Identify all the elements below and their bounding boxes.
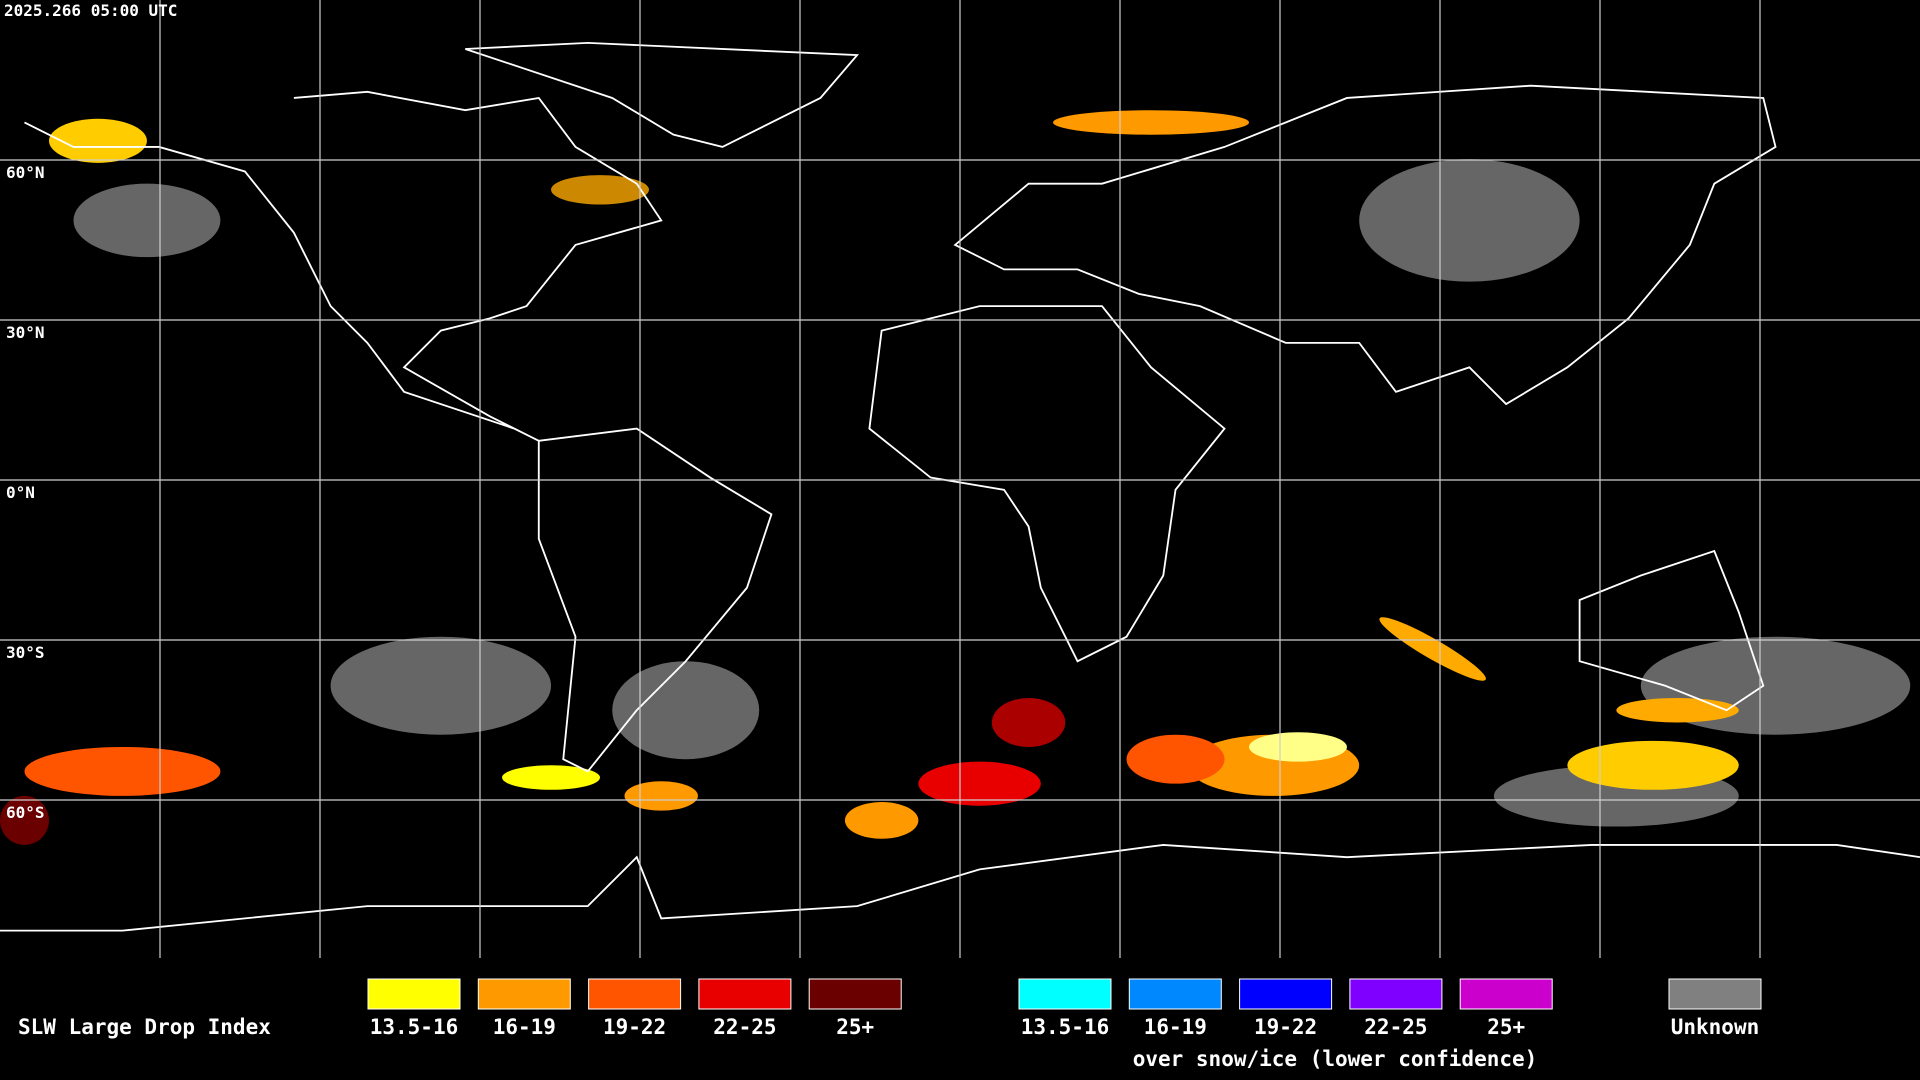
snow-ice-item-label: 25+ [1487, 1015, 1525, 1039]
legend-item-swatch [367, 978, 461, 1010]
snow-ice-item-swatch [1018, 978, 1112, 1010]
legend-panel [0, 958, 1920, 1080]
legend-item-swatch [698, 978, 792, 1010]
snow-ice-item-label: 13.5-16 [1021, 1015, 1110, 1039]
snow-ice-item-label: 16-19 [1144, 1015, 1207, 1039]
legend-item-label: 16-19 [493, 1015, 556, 1039]
imagery [0, 41, 1920, 932]
legend-item-label: 19-22 [603, 1015, 666, 1039]
timestamp: 2025.266 05:00 UTC [4, 1, 177, 20]
legend-item-swatch [588, 978, 682, 1010]
snow-ice-item-swatch [1349, 978, 1443, 1010]
latitude-label: 60°N [6, 163, 45, 182]
snow-ice-item-label: 19-22 [1254, 1015, 1317, 1039]
legend-item-label: 22-25 [713, 1015, 776, 1039]
latitude-label: 60°S [6, 803, 45, 822]
snow-ice-item-swatch [1128, 978, 1222, 1010]
legend-item-label: 13.5-16 [370, 1015, 459, 1039]
legend-item-swatch [477, 978, 571, 1010]
snow-ice-item-label: 22-25 [1364, 1015, 1427, 1039]
unknown-item-label: Unknown [1671, 1015, 1760, 1039]
graticule [0, 0, 1920, 958]
legend-item-label: 25+ [836, 1015, 874, 1039]
snow-ice-caption: over snow/ice (lower confidence) [1133, 1047, 1538, 1071]
unknown-item-swatch [1668, 978, 1762, 1010]
legend-title: SLW Large Drop Index [18, 1015, 271, 1039]
latitude-label: 30°N [6, 323, 45, 342]
legend-item-swatch [808, 978, 902, 1010]
latitude-label: 0°N [6, 483, 35, 502]
snow-ice-item-swatch [1239, 978, 1333, 1010]
latitude-label: 30°S [6, 643, 45, 662]
snow-ice-item-swatch [1459, 978, 1553, 1010]
